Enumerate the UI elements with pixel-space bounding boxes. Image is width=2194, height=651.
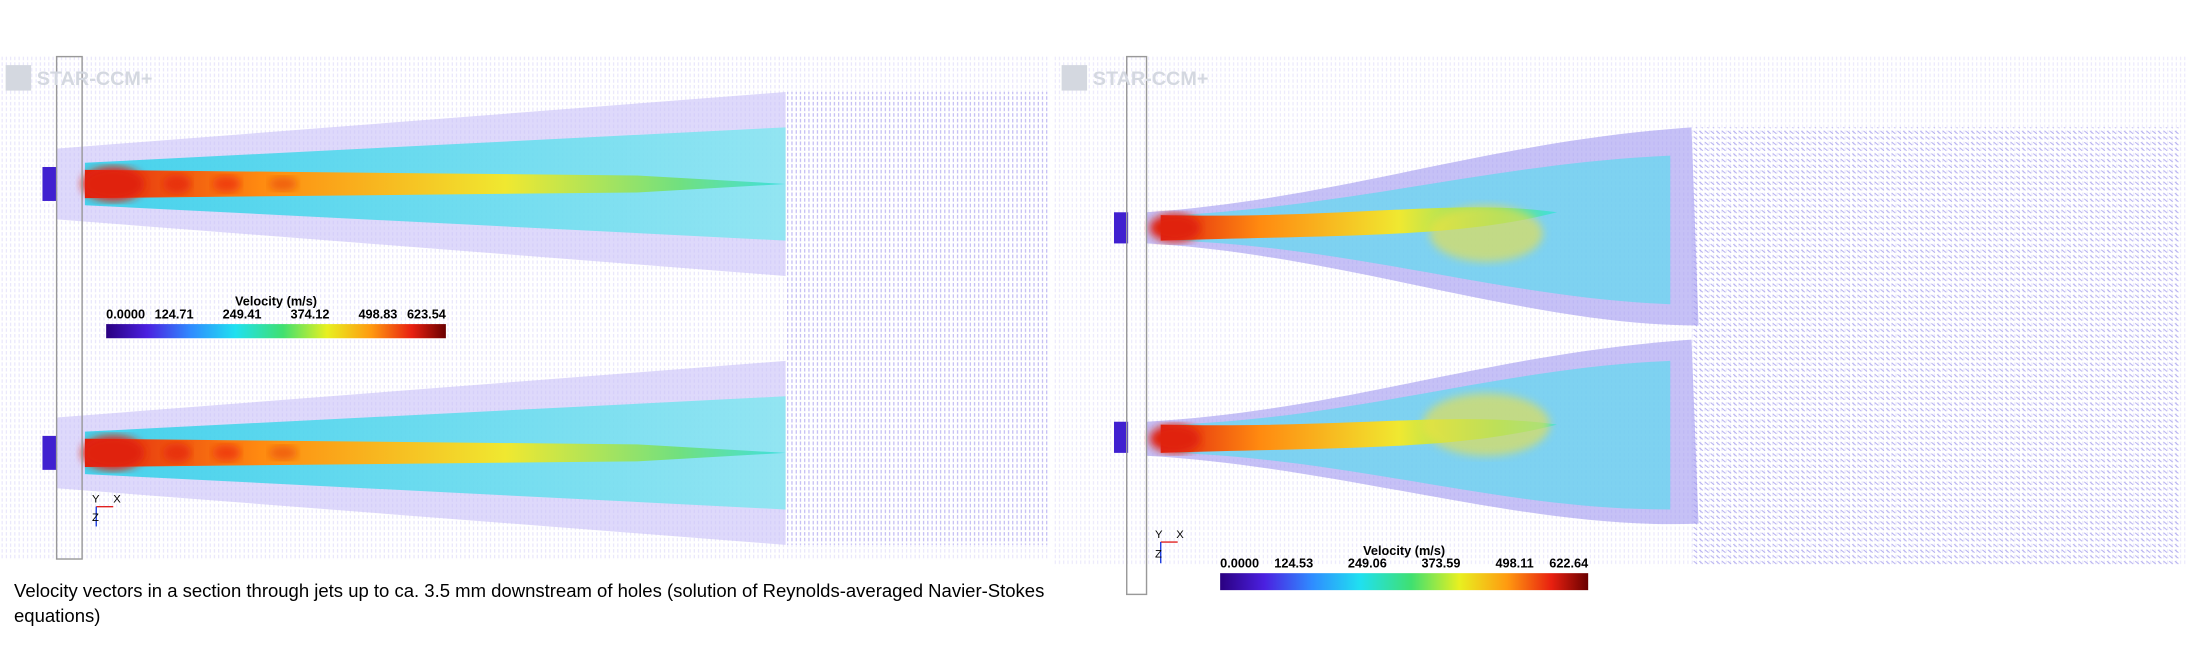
legend-tick-label: 249.41 [223, 306, 262, 321]
legend-ticks: 0.0000 124.71 249.41 374.12 498.83 623.54 [106, 306, 446, 321]
legend-tick-label: 498.83 [358, 306, 397, 321]
jet [1113, 339, 1699, 525]
legend-ticks: 0.0000 124.53 249.06 373.59 498.11 622.64 [1220, 556, 1588, 571]
legend-tick-label: 124.71 [155, 306, 194, 321]
legend-tick-label: 374.12 [291, 306, 330, 321]
axis-label: Z [92, 512, 99, 524]
axis-triad: Y X Z [92, 493, 121, 527]
axis-label: X [113, 493, 121, 505]
legend-tick-label: 622.64 [1549, 556, 1588, 571]
wall [55, 55, 83, 560]
left-panel: STAR-CCM+ Velocity (m/s) 0.0000 124.71 249… [0, 55, 1048, 560]
colorbar [106, 324, 446, 339]
jet [1113, 127, 1699, 326]
vector-field [785, 91, 1048, 545]
legend-tick-label: 623.54 [407, 306, 446, 321]
legend-title: Velocity (m/s) [235, 294, 317, 309]
caption: Velocity vectors in a section through je… [14, 580, 1045, 626]
jet [42, 360, 786, 545]
wall [1126, 55, 1148, 596]
vector-field [1691, 127, 2180, 567]
right-panel: STAR-CCM+ Velocity (m/s) 0.0000 124.53 249… [1054, 55, 2187, 596]
legend-title: Velocity (m/s) [1363, 543, 1445, 558]
jet [42, 91, 786, 276]
logo [1061, 65, 1088, 91]
axis-triad: Y X Z [1155, 529, 1184, 564]
legend-tick-label: 124.53 [1274, 556, 1313, 571]
legend-tick-label: 0.0000 [1220, 556, 1259, 571]
watermark: STAR-CCM+ [1093, 68, 1209, 90]
legend-tick-label: 498.11 [1495, 556, 1533, 571]
axis-label: Y [1155, 529, 1163, 541]
axis-label: X [1176, 529, 1184, 541]
watermark: STAR-CCM+ [37, 68, 153, 90]
logo [5, 65, 32, 91]
legend-tick-label: 373.59 [1422, 556, 1461, 571]
colorbar [1220, 573, 1589, 591]
legend-tick-label: 0.0000 [106, 306, 145, 321]
axis-label: Y [92, 493, 100, 505]
axis-label: Z [1155, 549, 1162, 561]
legend-tick-label: 249.06 [1348, 556, 1387, 571]
